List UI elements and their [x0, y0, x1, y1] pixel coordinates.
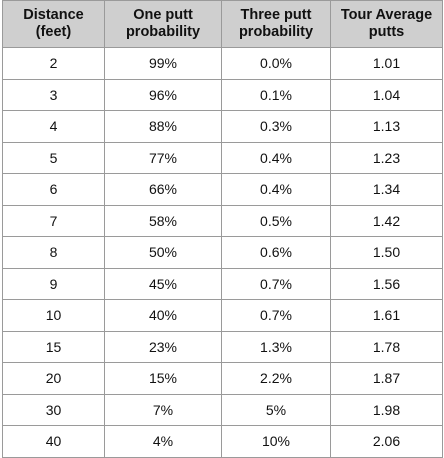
cell-three-putt: 0.4% [221, 141, 331, 174]
header-three-putt-line2: probability [238, 24, 314, 40]
cell-tour-average: 1.01 [330, 47, 443, 80]
table-row: 40 4% 10% 2.06 [2, 425, 443, 458]
cell-one-putt: 66% [104, 173, 222, 206]
cell-one-putt: 99% [104, 47, 222, 80]
cell-one-putt: 88% [104, 110, 222, 143]
cell-distance: 4 [2, 110, 105, 143]
cell-three-putt: 2.2% [221, 362, 331, 395]
cell-distance: 6 [2, 173, 105, 206]
cell-three-putt: 0.7% [221, 299, 331, 332]
table-header: Distance (feet) One putt probability Three… [2, 0, 443, 48]
cell-one-putt: 4% [104, 425, 222, 458]
cell-tour-average: 1.34 [330, 173, 443, 206]
header-distance-line2: (feet) [35, 24, 72, 40]
cell-distance: 8 [2, 236, 105, 269]
cell-three-putt: 5% [221, 393, 331, 426]
cell-tour-average: 2.06 [330, 425, 443, 458]
table-row: 6 66% 0.4% 1.34 [2, 173, 443, 206]
cell-three-putt: 1.3% [221, 330, 331, 363]
cell-three-putt: 0.4% [221, 173, 331, 206]
cell-one-putt: 58% [104, 204, 222, 237]
cell-three-putt: 0.6% [221, 236, 331, 269]
cell-tour-average: 1.61 [330, 299, 443, 332]
header-one-putt-line2: probability [125, 24, 201, 40]
cell-one-putt: 45% [104, 267, 222, 300]
cell-one-putt: 7% [104, 393, 222, 426]
cell-one-putt: 40% [104, 299, 222, 332]
header-row: Distance (feet) One putt probability Three… [2, 0, 443, 48]
table-body: 2 99% 0.0% 1.01 3 96% 0.1% 1.04 4 88% 0.3% 1.13 5 77%… [2, 47, 443, 458]
cell-three-putt: 0.0% [221, 47, 331, 80]
table-row: 7 58% 0.5% 1.42 [2, 204, 443, 237]
cell-three-putt: 0.7% [221, 267, 331, 300]
table-row: 9 45% 0.7% 1.56 [2, 267, 443, 300]
table-row: 8 50% 0.6% 1.50 [2, 236, 443, 269]
table-row: 15 23% 1.3% 1.78 [2, 330, 443, 363]
table-row: 3 96% 0.1% 1.04 [2, 78, 443, 111]
header-distance: Distance (feet) [2, 0, 105, 48]
cell-tour-average: 1.04 [330, 78, 443, 111]
cell-distance: 7 [2, 204, 105, 237]
cell-distance: 40 [2, 425, 105, 458]
cell-distance: 2 [2, 47, 105, 80]
table-row: 5 77% 0.4% 1.23 [2, 141, 443, 174]
cell-tour-average: 1.98 [330, 393, 443, 426]
cell-three-putt: 0.5% [221, 204, 331, 237]
cell-distance: 15 [2, 330, 105, 363]
header-one-putt: One putt probability [104, 0, 222, 48]
header-tour-average-line2: putts [368, 24, 405, 40]
header-distance-line1: Distance [23, 7, 84, 23]
cell-distance: 5 [2, 141, 105, 174]
cell-one-putt: 96% [104, 78, 222, 111]
header-one-putt-line1: One putt [133, 7, 193, 23]
table-row: 2 99% 0.0% 1.01 [2, 47, 443, 80]
cell-distance: 3 [2, 78, 105, 111]
cell-tour-average: 1.23 [330, 141, 443, 174]
cell-tour-average: 1.42 [330, 204, 443, 237]
table-row: 4 88% 0.3% 1.13 [2, 110, 443, 143]
cell-distance: 10 [2, 299, 105, 332]
cell-three-putt: 0.1% [221, 78, 331, 111]
cell-one-putt: 77% [104, 141, 222, 174]
cell-one-putt: 23% [104, 330, 222, 363]
cell-tour-average: 1.13 [330, 110, 443, 143]
header-three-putt: Three putt probability [221, 0, 331, 48]
cell-distance: 30 [2, 393, 105, 426]
table-row: 20 15% 2.2% 1.87 [2, 362, 443, 395]
cell-one-putt: 15% [104, 362, 222, 395]
table-row: 30 7% 5% 1.98 [2, 393, 443, 426]
cell-three-putt: 10% [221, 425, 331, 458]
cell-one-putt: 50% [104, 236, 222, 269]
cell-three-putt: 0.3% [221, 110, 331, 143]
cell-distance: 9 [2, 267, 105, 300]
cell-tour-average: 1.56 [330, 267, 443, 300]
cell-distance: 20 [2, 362, 105, 395]
cell-tour-average: 1.87 [330, 362, 443, 395]
header-tour-average: Tour Average putts [330, 0, 443, 48]
cell-tour-average: 1.78 [330, 330, 443, 363]
header-tour-average-line1: Tour Average [340, 7, 433, 23]
table-row: 10 40% 0.7% 1.61 [2, 299, 443, 332]
header-three-putt-line1: Three putt [240, 7, 312, 23]
cell-tour-average: 1.50 [330, 236, 443, 269]
